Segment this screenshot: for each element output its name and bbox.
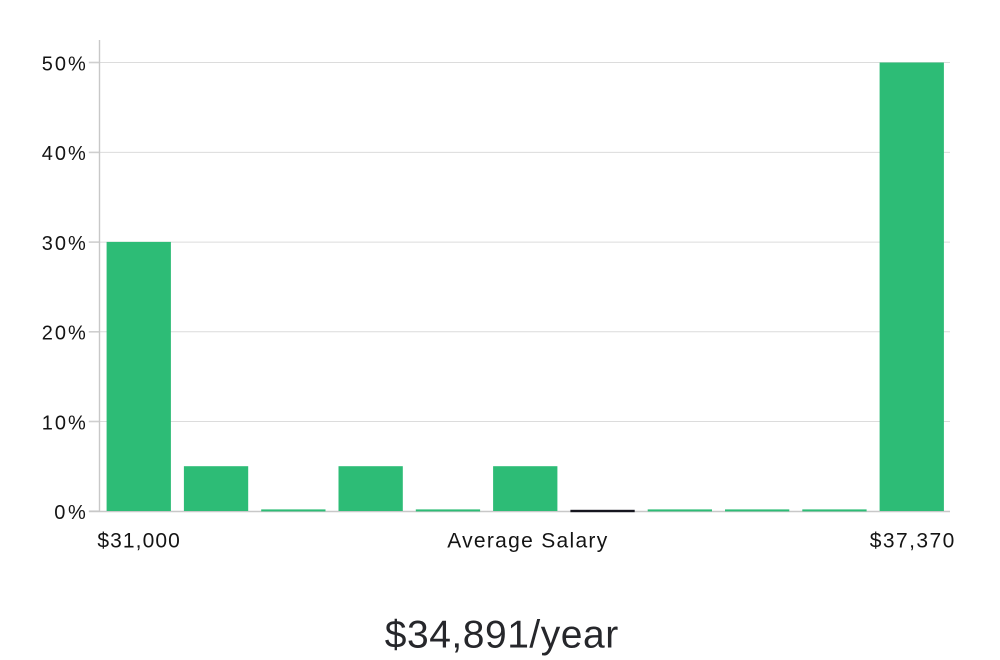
svg-text:$34,891/year: $34,891/year — [385, 614, 619, 657]
svg-text:$31,000: $31,000 — [97, 530, 180, 553]
svg-text:Average Salary: Average Salary — [447, 530, 608, 553]
svg-text:40%: 40% — [42, 143, 86, 165]
svg-text:10%: 10% — [42, 412, 86, 434]
svg-text:$37,370: $37,370 — [870, 530, 955, 553]
svg-text:0%: 0% — [54, 502, 86, 524]
svg-text:50%: 50% — [42, 54, 86, 76]
svg-text:30%: 30% — [42, 233, 86, 255]
svg-text:20%: 20% — [42, 323, 86, 345]
